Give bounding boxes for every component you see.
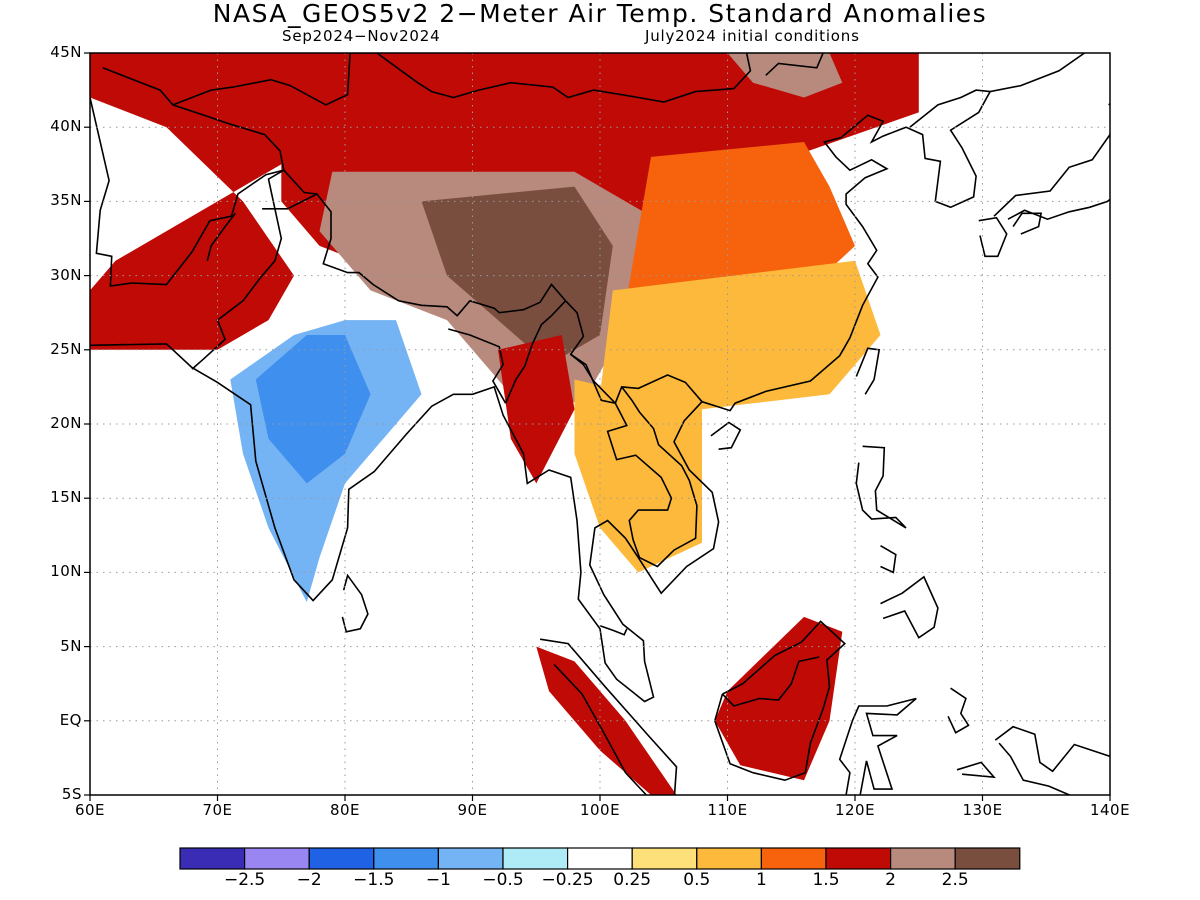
- coast-borneo: [713, 620, 846, 782]
- lat-label: EQ: [59, 710, 82, 729]
- colorbar-label: −2.5: [223, 870, 266, 890]
- border-indochina: [570, 353, 698, 568]
- colorbar-label: 1: [755, 870, 767, 890]
- coast-visayas: [880, 545, 897, 574]
- coast-south-asia: [90, 53, 1085, 703]
- colorbar-label: −2: [296, 870, 322, 890]
- lon-label: 90E: [457, 801, 488, 819]
- colorbar-label: −1.5: [353, 870, 395, 890]
- anomaly-region-india-core: [255, 335, 371, 484]
- border-borneo: [721, 656, 820, 707]
- coast-sri-lanka: [341, 573, 369, 633]
- colorbar-label: −0.5: [482, 870, 524, 890]
- lon-label: 60E: [74, 801, 106, 819]
- coast-sumatra: [539, 638, 678, 795]
- border-bangladesh: [448, 328, 507, 404]
- season-label: Sep2024−Nov2024: [282, 27, 441, 45]
- border-pakistan-afghan: [206, 212, 237, 261]
- lon-label: 70E: [202, 801, 233, 819]
- lat-label: 15N: [50, 488, 82, 507]
- lat-label: 10N: [50, 562, 82, 581]
- lat-label: 5N: [60, 636, 82, 655]
- colorbar-label: 1.5: [812, 870, 840, 890]
- coast-kyushu: [978, 216, 1008, 258]
- anomaly-region-northwest: [90, 53, 345, 350]
- colorbar-label: 0.25: [613, 870, 652, 890]
- lon-label: 100E: [579, 801, 621, 819]
- lon-label: 120E: [834, 801, 876, 819]
- lon-label: 80E: [329, 801, 361, 819]
- border-central-asia: [172, 53, 351, 106]
- lon-label: 110E: [707, 801, 748, 819]
- anomaly-region-indochina: [574, 379, 702, 573]
- coast-sulawesi: [838, 697, 917, 795]
- coast-taiwan: [855, 347, 881, 395]
- colorbar-label: 2: [885, 870, 896, 890]
- lat-label: 30N: [50, 265, 82, 284]
- colorbar-label: −0.25: [541, 870, 594, 890]
- colorbar-label: −1: [425, 870, 451, 890]
- border-kashmir: [267, 169, 317, 209]
- coast-hokkaido: [1108, 102, 1110, 106]
- initial-conditions-label: July2024 initial conditions: [645, 27, 860, 45]
- anomaly-region-burma: [498, 335, 575, 484]
- border-iran-afghanistan: [90, 67, 285, 287]
- lat-label: 25N: [50, 339, 82, 358]
- anomaly-region-tibet-core: [421, 186, 613, 365]
- coast-seram: [956, 761, 996, 779]
- coast-honshu: [993, 128, 1110, 221]
- border-thai-malaya: [599, 625, 628, 636]
- lat-label: 35N: [50, 191, 82, 210]
- colorbar-label: 0.5: [683, 870, 711, 890]
- map-title: NASA_GEOS5v2 2−Meter Air Temp. Standard …: [212, 0, 988, 28]
- colorbar-label: 2.5: [941, 870, 969, 890]
- lat-label: 5S: [61, 785, 82, 803]
- lon-label: 130E: [962, 801, 1003, 819]
- border-burma: [504, 300, 567, 404]
- coast-shikoku: [1012, 212, 1043, 235]
- border-china-north: [350, 53, 752, 103]
- lon-label: 140E: [1089, 801, 1131, 819]
- coast-mindanao: [880, 575, 939, 639]
- coast-luzon: [855, 445, 907, 529]
- anomaly-region-mongolia-north: [727, 53, 843, 98]
- border-inner-mongolia: [765, 53, 824, 76]
- coast-halmahera: [947, 687, 970, 734]
- coast-hainan: [710, 421, 742, 450]
- border-india-pakistan: [191, 208, 283, 370]
- anomaly-region-south-china: [600, 260, 881, 410]
- lat-label: 40N: [50, 117, 82, 136]
- border-korea-china: [909, 89, 991, 128]
- anomaly-region-borneo: [714, 616, 843, 781]
- lat-label: 20N: [50, 414, 82, 432]
- coast-new-guinea: [994, 725, 1110, 795]
- lat-label: 45N: [50, 43, 82, 61]
